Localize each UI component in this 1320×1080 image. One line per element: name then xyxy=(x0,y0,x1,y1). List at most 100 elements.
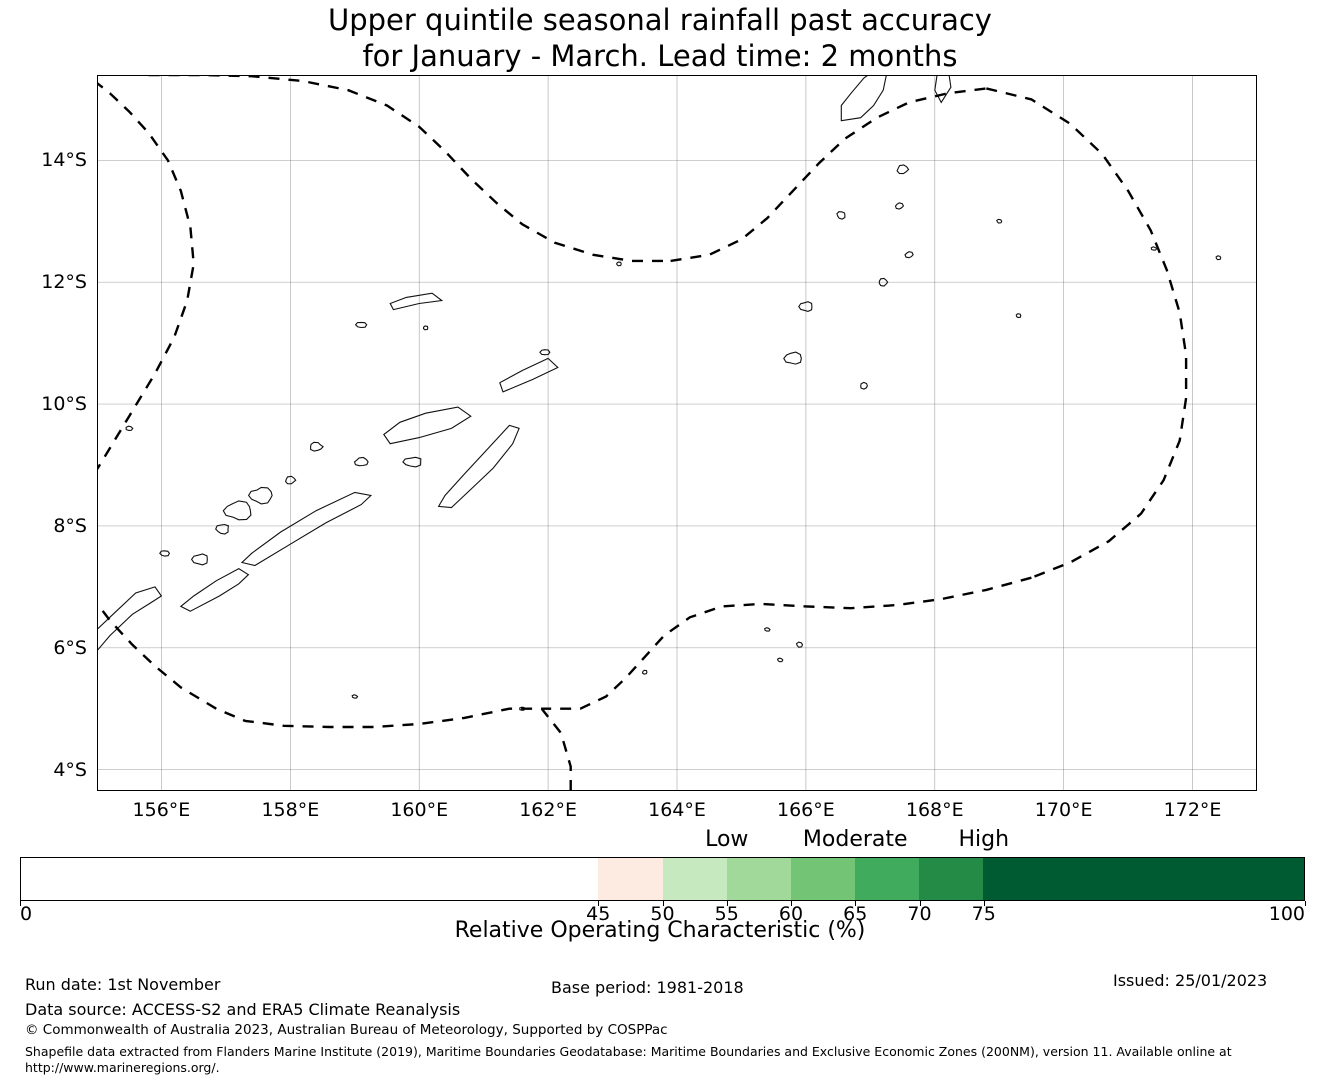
colorbar-tick-label: 75 xyxy=(971,903,996,925)
colorbar-tick-mark xyxy=(20,901,21,906)
island-outline xyxy=(896,164,910,175)
island-outline xyxy=(310,441,324,452)
rainfall-accuracy-map xyxy=(97,75,1257,791)
island-outline xyxy=(402,456,422,468)
island-outline xyxy=(422,325,429,331)
island-rennell xyxy=(389,292,444,311)
colorbar-tick-mark xyxy=(791,901,792,906)
plot-frame xyxy=(97,75,1257,791)
latitude-tick-label: 6°S xyxy=(53,636,87,659)
island-outline xyxy=(860,381,868,390)
island-outline xyxy=(904,251,914,259)
base-period: Base period: 1981-2018 xyxy=(551,978,744,997)
colorbar-category-label: High xyxy=(958,827,1010,852)
colorbar-segment xyxy=(919,858,984,900)
coastlines xyxy=(97,75,1222,711)
longitude-tick-label: 166°E xyxy=(776,799,835,821)
longitude-tick-label: 160°E xyxy=(390,799,449,821)
latitude-tick-label: 4°S xyxy=(53,758,87,781)
colorbar-tick-mark xyxy=(1305,901,1306,906)
island-outline xyxy=(125,425,134,431)
copyright: © Commonwealth of Australia 2023, Austra… xyxy=(25,1022,668,1038)
colorbar-tick-mark xyxy=(598,901,600,906)
island-outline xyxy=(1150,246,1158,251)
latitude-tick-label: 14°S xyxy=(41,149,87,172)
colorbar-tick-label: 55 xyxy=(714,903,739,925)
title-line-2: for January - March. Lead time: 2 months xyxy=(362,39,958,73)
colorbar xyxy=(20,857,1305,901)
colorbar-tick-label: 100 xyxy=(1268,903,1305,925)
colorbar-segment xyxy=(598,858,663,900)
longitude-tick-label: 172°E xyxy=(1163,799,1222,821)
eez-south xyxy=(148,75,671,263)
colorbar-container xyxy=(20,857,1305,901)
island-outline xyxy=(878,277,889,287)
island-outline xyxy=(836,211,846,220)
longitude-tick-label: 164°E xyxy=(648,799,706,821)
colorbar-segment xyxy=(983,858,1305,900)
colorbar-tick-label: 70 xyxy=(907,903,932,925)
island-outline xyxy=(351,694,359,699)
island-outline xyxy=(222,500,252,521)
data-source: Data source: ACCESS-S2 and ERA5 Climate … xyxy=(25,1000,461,1019)
island-outline xyxy=(1015,313,1022,319)
latitude-tick-label: 10°S xyxy=(41,393,87,416)
map-canvas xyxy=(97,75,1257,791)
island-outline xyxy=(795,641,804,648)
colorbar-category-label: Low xyxy=(705,827,749,852)
longitude-tick-label: 158°E xyxy=(261,799,320,821)
colorbar-title: Relative Operating Characteristic (%) xyxy=(454,918,866,943)
island-outline xyxy=(519,706,526,711)
colorbar-category-label: Moderate xyxy=(802,827,908,852)
issued-date: Issued: 25/01/2023 xyxy=(1113,971,1268,990)
colorbar-segment xyxy=(21,858,599,900)
island-santa-isabel xyxy=(240,491,373,567)
page-title: Upper quintile seasonal rainfall past ac… xyxy=(0,2,1320,74)
colorbar-tick-label: 60 xyxy=(778,903,804,925)
title-line-1: Upper quintile seasonal rainfall past ac… xyxy=(328,3,992,37)
eez-north xyxy=(215,707,572,791)
longitude-tick-label: 156°E xyxy=(132,799,191,821)
island-outline xyxy=(776,657,784,663)
colorbar-tick-mark xyxy=(855,901,857,906)
colorbar-tick-label: 50 xyxy=(650,903,675,925)
island-outline xyxy=(798,301,813,312)
island-outline xyxy=(616,261,622,267)
colorbar-tick-label: 0 xyxy=(20,903,33,925)
island-outline xyxy=(284,475,297,485)
island-outline xyxy=(1215,255,1222,261)
colorbar-tick-label: 65 xyxy=(843,903,868,925)
shapefile-credit-line-2: http://www.marineregions.org/. xyxy=(25,1060,220,1075)
island-outline xyxy=(894,202,905,210)
map-gridlines xyxy=(97,75,1257,791)
island-outline xyxy=(190,553,208,566)
colorbar-segment xyxy=(726,858,791,900)
colorbar-tick-mark xyxy=(983,901,985,906)
island-outline xyxy=(783,351,802,365)
eez-west xyxy=(97,81,195,472)
eez-northeast xyxy=(541,576,1032,710)
island-malaita xyxy=(437,424,520,509)
colorbar-segment xyxy=(790,858,855,900)
colorbar-tick-mark xyxy=(726,901,728,906)
island-choiseul xyxy=(179,567,250,612)
eez-boundary xyxy=(97,75,1188,791)
shapefile-credit-line-1: Shapefile data extracted from Flanders M… xyxy=(25,1044,1232,1059)
eez-east xyxy=(986,87,1188,579)
island-espiritu-santo xyxy=(840,75,887,122)
longitude-tick-label: 162°E xyxy=(519,799,577,821)
island-outline xyxy=(247,486,273,505)
colorbar-tick-label: 45 xyxy=(586,903,611,925)
island-outline xyxy=(159,550,171,557)
colorbar-segment xyxy=(854,858,920,900)
island-guadalcanal xyxy=(383,406,472,445)
latitude-tick-label: 8°S xyxy=(53,514,87,537)
run-date: Run date: 1st November xyxy=(25,975,221,994)
eez-northwest xyxy=(97,601,217,710)
eez-southeast xyxy=(670,87,987,263)
colorbar-segment xyxy=(662,858,727,900)
island-outline xyxy=(215,523,230,535)
island-outline xyxy=(764,627,771,632)
island-maewo xyxy=(934,75,952,104)
latitude-tick-label: 12°S xyxy=(41,271,87,294)
